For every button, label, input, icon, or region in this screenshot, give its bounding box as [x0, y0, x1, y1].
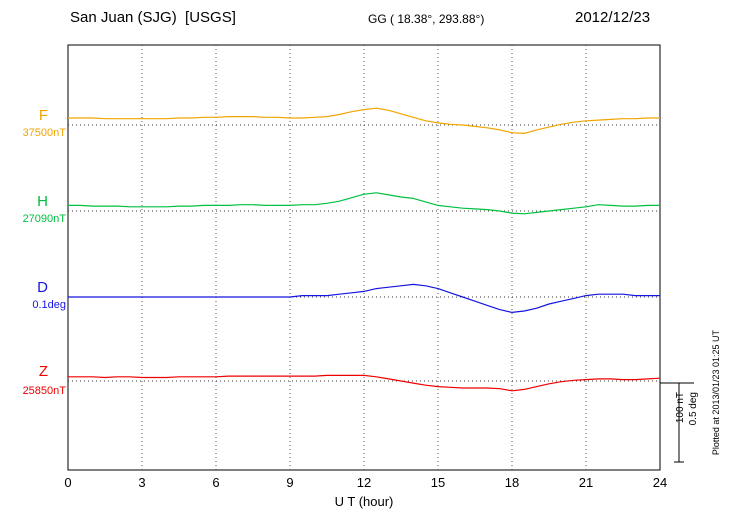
x-tick-label: 12	[357, 475, 371, 490]
x-tick-label: 3	[138, 475, 145, 490]
x-tick-label: 18	[505, 475, 519, 490]
trace-F	[68, 107, 660, 134]
trace-D	[68, 283, 660, 313]
series-baseline-D: 0.1deg	[32, 299, 66, 311]
series-baseline-Z: 25850nT	[22, 385, 66, 397]
trace-Z	[68, 374, 661, 392]
x-tick-label: 15	[431, 475, 445, 490]
scale-label-deg: 0.5 deg	[688, 392, 699, 426]
x-tick-label: 21	[579, 475, 593, 490]
series-label-H: H	[37, 193, 48, 210]
series-label-D: D	[37, 279, 48, 296]
x-tick-label: 24	[653, 475, 667, 490]
series-baseline-H: 27090nT	[22, 213, 66, 225]
series-baseline-F: 37500nT	[22, 127, 66, 139]
series-label-Z: Z	[38, 363, 48, 380]
x-tick-label: 6	[212, 475, 219, 490]
plotted-at-note: Plotted at 2013/01/23 01:25 UT	[711, 330, 721, 456]
station-title: San Juan (SJG) [USGS]	[70, 9, 236, 26]
x-tick-label: 9	[286, 475, 293, 490]
geographic-coordinates: GG ( 18.38°, 293.88°)	[368, 12, 485, 26]
x-axis-label: U T (hour)	[334, 494, 394, 509]
x-tick-label: 0	[64, 475, 71, 490]
scale-label-nt: 100 nT	[675, 392, 686, 424]
plot-date: 2012/12/23	[575, 9, 651, 26]
trace-H	[68, 192, 660, 215]
series-label-F: F	[38, 107, 48, 124]
